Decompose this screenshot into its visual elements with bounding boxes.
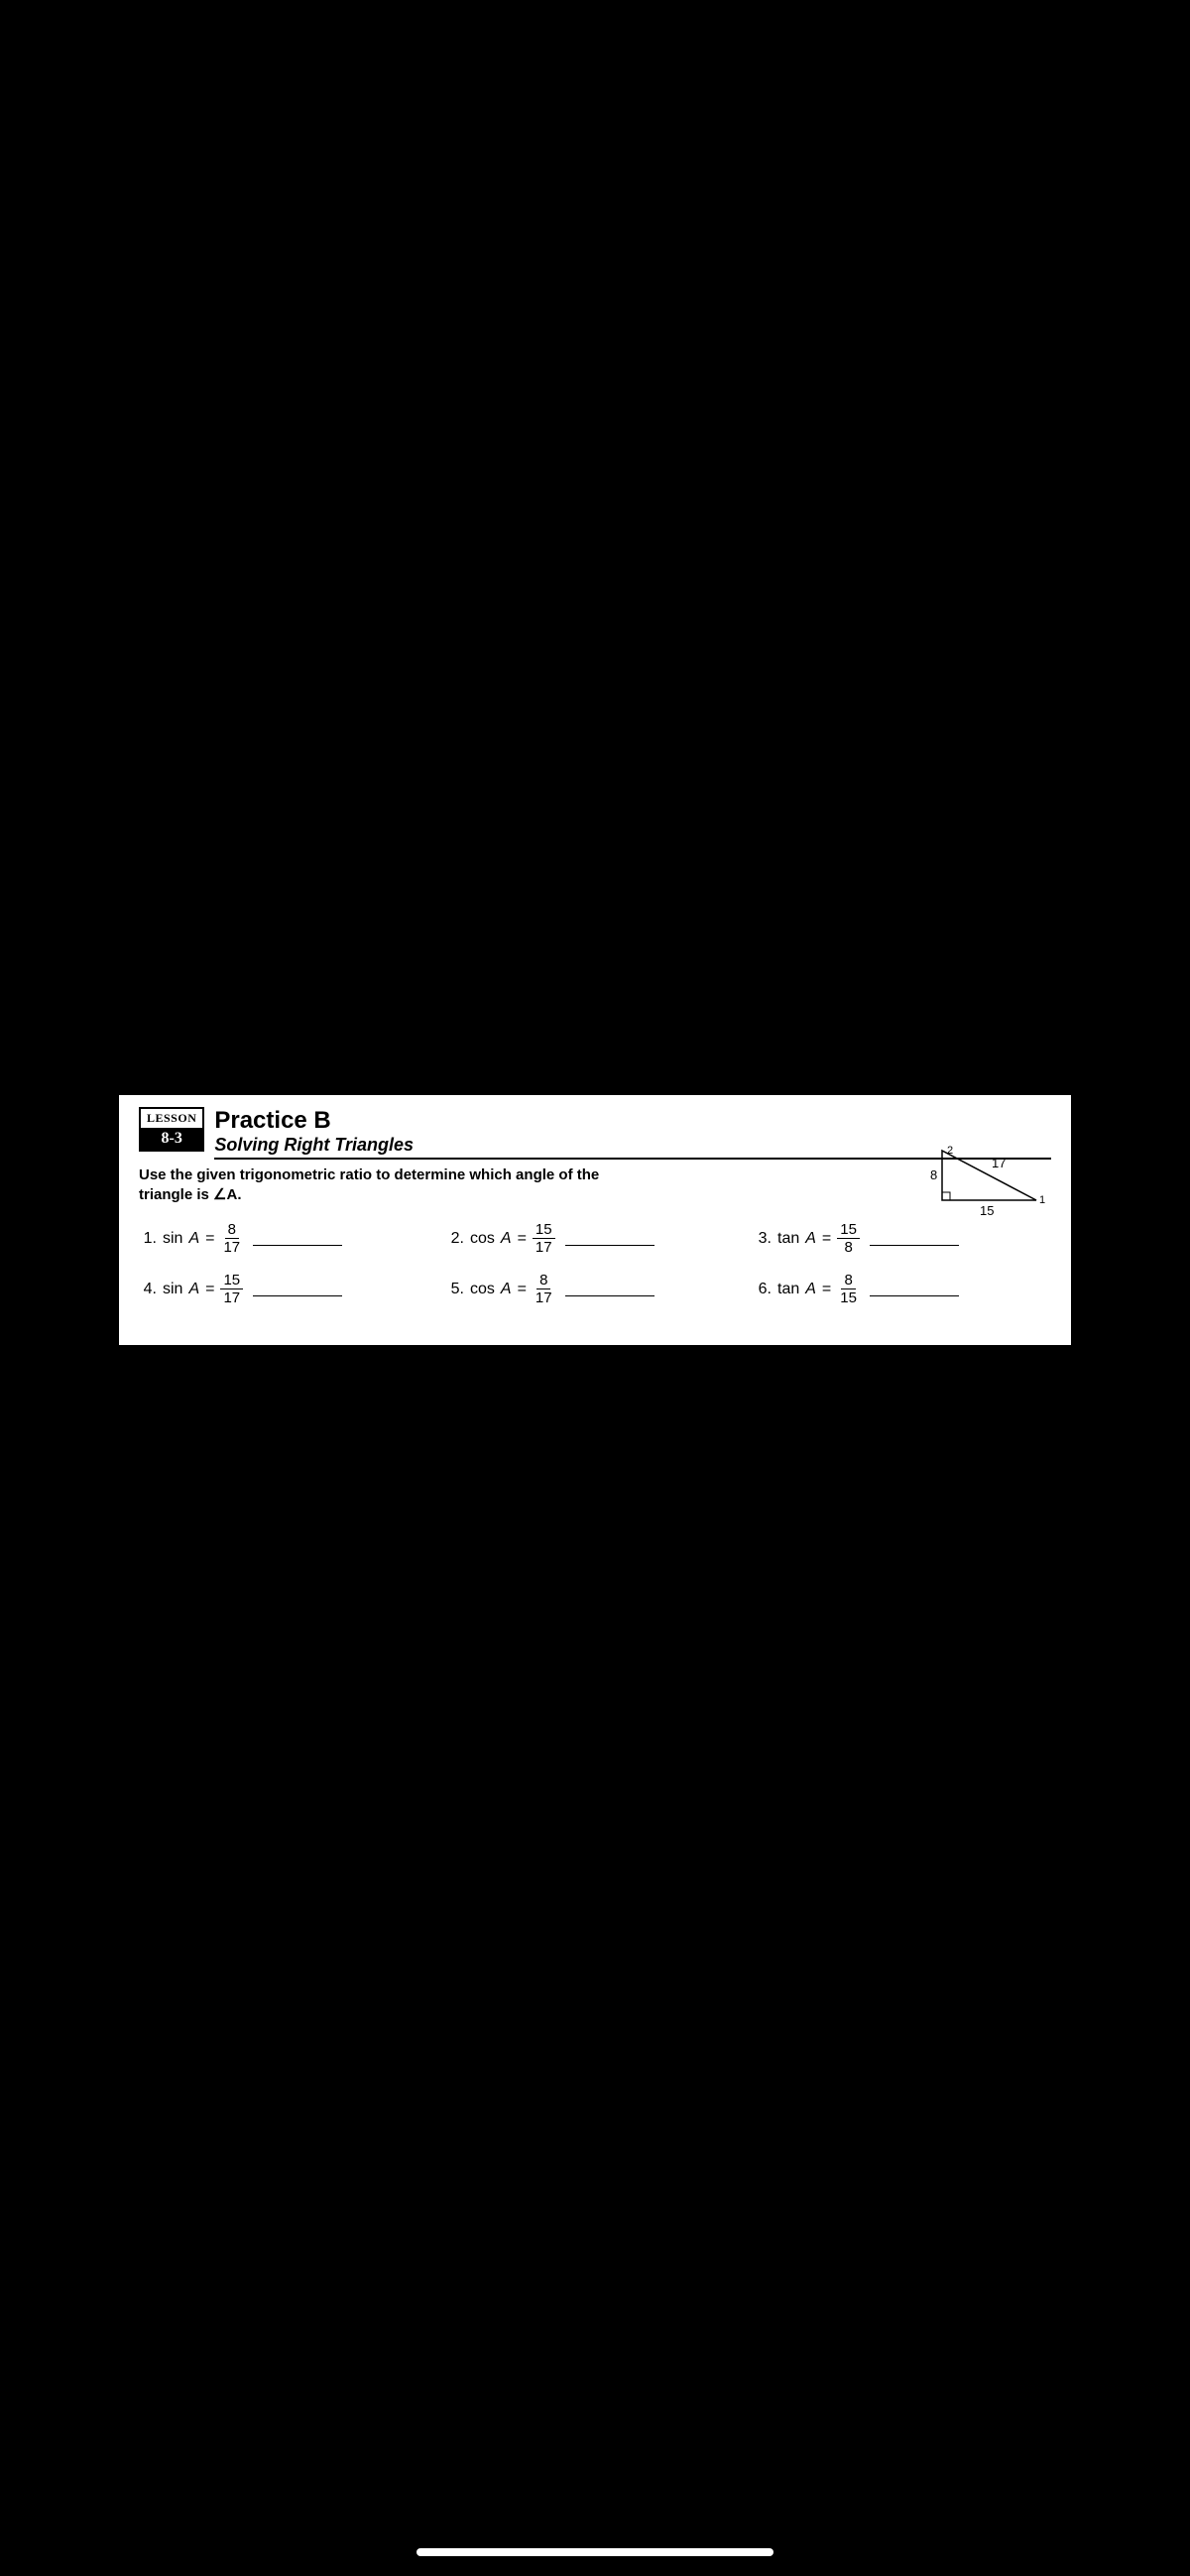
instruction-line1: Use the given trigonometric ratio to det… bbox=[139, 1166, 599, 1183]
problems-grid: 1. sin A = 8 17 2. cos A = 15 17 bbox=[139, 1222, 1051, 1305]
lesson-box: LESSON 8-3 bbox=[139, 1107, 204, 1152]
fraction: 15 17 bbox=[533, 1222, 555, 1255]
equals-sign: = bbox=[822, 1281, 831, 1298]
vertex-right-label: 1 bbox=[1039, 1194, 1045, 1206]
fraction: 8 17 bbox=[220, 1222, 243, 1255]
fraction-top: 15 bbox=[837, 1222, 860, 1239]
fraction: 15 8 bbox=[837, 1222, 860, 1255]
fraction-top: 15 bbox=[220, 1273, 243, 1289]
fraction-bot: 15 bbox=[837, 1289, 860, 1305]
title-main: Practice B bbox=[214, 1107, 1051, 1135]
problem-function: sin bbox=[163, 1281, 182, 1298]
side-bottom-label: 15 bbox=[980, 1203, 994, 1218]
side-left-label: 8 bbox=[930, 1167, 937, 1182]
side-hyp-label: 17 bbox=[992, 1156, 1006, 1170]
answer-blank[interactable] bbox=[253, 1232, 342, 1246]
problem-variable: A bbox=[805, 1230, 816, 1248]
lesson-label: LESSON bbox=[141, 1109, 202, 1128]
instruction-text: Use the given trigonometric ratio to det… bbox=[139, 1165, 774, 1204]
problem-function: sin bbox=[163, 1230, 182, 1248]
worksheet-page: LESSON 8-3 Practice B Solving Right Tria… bbox=[119, 1095, 1071, 1345]
fraction-bot: 17 bbox=[533, 1289, 555, 1305]
problem-number: 4. bbox=[139, 1281, 157, 1298]
lesson-number: 8-3 bbox=[141, 1128, 202, 1150]
answer-blank[interactable] bbox=[253, 1283, 342, 1296]
problem-variable: A bbox=[188, 1281, 199, 1298]
fraction-bot: 17 bbox=[220, 1239, 243, 1255]
equals-sign: = bbox=[518, 1281, 527, 1298]
problem-number: 6. bbox=[754, 1281, 772, 1298]
instruction-line2-suffix: . bbox=[237, 1186, 241, 1203]
instruction-line2-prefix: triangle is bbox=[139, 1186, 213, 1203]
fraction: 8 15 bbox=[837, 1273, 860, 1305]
equals-sign: = bbox=[822, 1230, 831, 1248]
fraction-top: 15 bbox=[533, 1222, 555, 1239]
problem-number: 5. bbox=[446, 1281, 464, 1298]
problem-variable: A bbox=[501, 1281, 512, 1298]
fraction-top: 8 bbox=[225, 1222, 239, 1239]
content-area: Use the given trigonometric ratio to det… bbox=[139, 1165, 1051, 1305]
fraction-top: 8 bbox=[841, 1273, 855, 1289]
problem-function: tan bbox=[777, 1281, 799, 1298]
problem-2: 2. cos A = 15 17 bbox=[446, 1222, 744, 1255]
problem-6: 6. tan A = 8 15 bbox=[754, 1273, 1051, 1305]
problem-4: 4. sin A = 15 17 bbox=[139, 1273, 436, 1305]
home-indicator[interactable] bbox=[416, 2548, 774, 2556]
fraction-bot: 17 bbox=[533, 1239, 555, 1255]
answer-blank[interactable] bbox=[565, 1283, 654, 1296]
problem-variable: A bbox=[501, 1230, 512, 1248]
worksheet-header: LESSON 8-3 Practice B Solving Right Tria… bbox=[139, 1107, 1051, 1160]
equals-sign: = bbox=[205, 1281, 214, 1298]
problem-number: 2. bbox=[446, 1230, 464, 1248]
problem-5: 5. cos A = 8 17 bbox=[446, 1273, 744, 1305]
fraction-bot: 8 bbox=[841, 1239, 855, 1255]
answer-blank[interactable] bbox=[565, 1232, 654, 1246]
problem-variable: A bbox=[805, 1281, 816, 1298]
problem-variable: A bbox=[188, 1230, 199, 1248]
equals-sign: = bbox=[205, 1230, 214, 1248]
equals-sign: = bbox=[518, 1230, 527, 1248]
angle-symbol: ∠A bbox=[213, 1186, 237, 1203]
problem-number: 1. bbox=[139, 1230, 157, 1248]
answer-blank[interactable] bbox=[870, 1283, 959, 1296]
problem-3: 3. tan A = 15 8 bbox=[754, 1222, 1051, 1255]
fraction: 8 17 bbox=[533, 1273, 555, 1305]
problem-number: 3. bbox=[754, 1230, 772, 1248]
vertex-top-label: 2 bbox=[947, 1146, 953, 1157]
problem-1: 1. sin A = 8 17 bbox=[139, 1222, 436, 1255]
fraction: 15 17 bbox=[220, 1273, 243, 1305]
problem-function: cos bbox=[470, 1230, 495, 1248]
problem-function: tan bbox=[777, 1230, 799, 1248]
problem-function: cos bbox=[470, 1281, 495, 1298]
answer-blank[interactable] bbox=[870, 1232, 959, 1246]
fraction-top: 8 bbox=[536, 1273, 550, 1289]
fraction-bot: 17 bbox=[220, 1289, 243, 1305]
triangle-diagram: 2 1 8 17 15 bbox=[922, 1146, 1051, 1220]
